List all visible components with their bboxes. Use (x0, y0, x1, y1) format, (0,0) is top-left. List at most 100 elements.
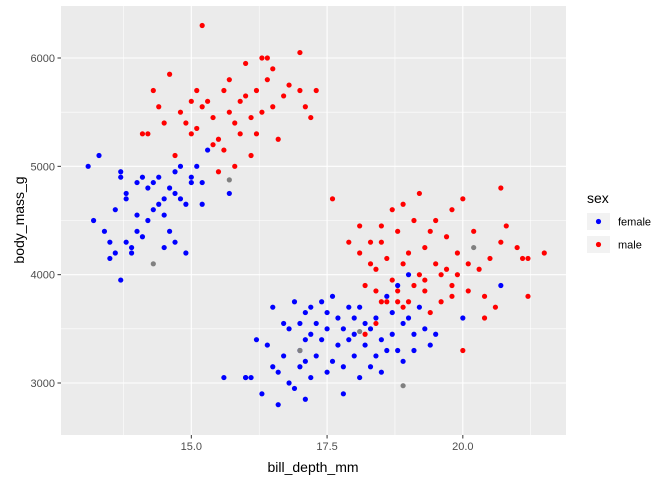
point-male-102 (541, 250, 547, 256)
point-female-35 (177, 196, 184, 202)
point-female-28 (161, 244, 167, 251)
point-female-53 (270, 304, 276, 310)
point-male-41 (281, 93, 287, 99)
point-female-13 (123, 190, 129, 197)
point-female-101 (378, 369, 384, 375)
point-male-26 (237, 98, 243, 104)
legend: sex female male (587, 190, 651, 253)
point-male-111 (481, 315, 488, 321)
y-tick-label-2: 5000 (31, 161, 55, 173)
point-female-117 (433, 331, 439, 337)
point-female-107 (395, 282, 401, 289)
point-female-27 (161, 196, 167, 202)
point-female-45 (226, 190, 232, 197)
point-male-63 (395, 228, 401, 234)
point-female-90 (351, 353, 357, 359)
point-female-88 (346, 337, 352, 343)
point-female-4 (107, 255, 113, 262)
point-male-104 (378, 299, 384, 305)
point-male-87 (460, 196, 466, 202)
point-female-61 (291, 299, 298, 305)
point-male-54 (367, 239, 374, 245)
point-male-17 (210, 114, 216, 121)
point-female-34 (172, 169, 178, 175)
point-female-77 (324, 309, 330, 316)
point-female-57 (281, 353, 287, 359)
point-male-48 (329, 196, 336, 202)
point-female-113 (411, 331, 417, 337)
point-female-12 (123, 196, 129, 202)
point-female-1 (90, 217, 97, 224)
point-female-92 (357, 304, 363, 310)
point-male-11 (194, 87, 200, 94)
point-male-16 (210, 142, 216, 148)
point-female-7 (112, 250, 118, 256)
point-male-89 (465, 261, 471, 267)
point-male-62 (389, 277, 395, 283)
point-male-91 (471, 228, 477, 234)
point-female-22 (145, 217, 151, 224)
point-female-23 (150, 207, 156, 213)
point-male-35 (259, 109, 265, 115)
point-female-49 (248, 374, 254, 381)
point-male-74 (422, 288, 428, 294)
point-male-105 (362, 331, 368, 337)
point-female-78 (324, 369, 330, 375)
y-tick-label-0: 3000 (31, 378, 55, 390)
point-female-119 (498, 282, 504, 289)
point-female-65 (297, 364, 303, 370)
point-male-5 (167, 71, 173, 77)
point-male-61 (389, 207, 395, 213)
point-female-10 (118, 277, 124, 283)
point-female-74 (313, 320, 319, 327)
point-female-18 (134, 179, 140, 186)
point-male-22 (226, 109, 232, 115)
point-male-58 (378, 223, 384, 229)
point-male-52 (362, 282, 368, 289)
point-female-51 (259, 391, 265, 397)
point-female-109 (400, 358, 406, 364)
legend-label-male: male (618, 240, 642, 252)
point-male-56 (373, 266, 379, 272)
point-female-67 (302, 396, 308, 402)
point-male-94 (487, 255, 493, 262)
point-male-109 (422, 277, 428, 283)
point-male-85 (454, 250, 460, 256)
x-tick-label-2: 20.0 (452, 441, 473, 453)
point-female-52 (264, 342, 270, 348)
point-female-111 (405, 315, 412, 321)
x-tick-label-0: 15.0 (181, 441, 202, 453)
point-male-68 (405, 299, 412, 305)
point-female-85 (340, 326, 346, 332)
point-male-8 (183, 120, 189, 126)
point-female-17 (134, 212, 140, 218)
point-male-4 (161, 120, 167, 126)
point-male-78 (433, 217, 439, 224)
x-axis-ticks: 15.0 17.5 20.0 (181, 435, 474, 453)
point-female-5 (107, 239, 113, 245)
point-male-13 (199, 104, 205, 110)
point-male-15 (205, 98, 211, 104)
point-male-18 (215, 136, 222, 142)
point-male-7 (177, 109, 184, 115)
point-female-59 (286, 380, 292, 386)
point-female-41 (194, 163, 200, 169)
point-male-64 (395, 288, 401, 294)
point-male-30 (248, 114, 254, 121)
point-male-65 (400, 261, 406, 267)
point-female-93 (357, 374, 363, 381)
point-female-96 (367, 364, 374, 370)
point-female-106 (395, 347, 401, 354)
point-female-75 (319, 299, 325, 305)
point-female-2 (96, 152, 102, 159)
point-male-77 (433, 261, 439, 267)
point-female-81 (329, 293, 336, 299)
point-female-44 (205, 147, 211, 153)
point-male-38 (270, 104, 276, 110)
point-male-44 (297, 49, 303, 56)
point-male-10 (188, 98, 194, 104)
point-female-89 (351, 331, 357, 337)
point-female-43 (199, 201, 205, 207)
point-female-99 (373, 315, 379, 321)
point-male-34 (259, 55, 265, 61)
